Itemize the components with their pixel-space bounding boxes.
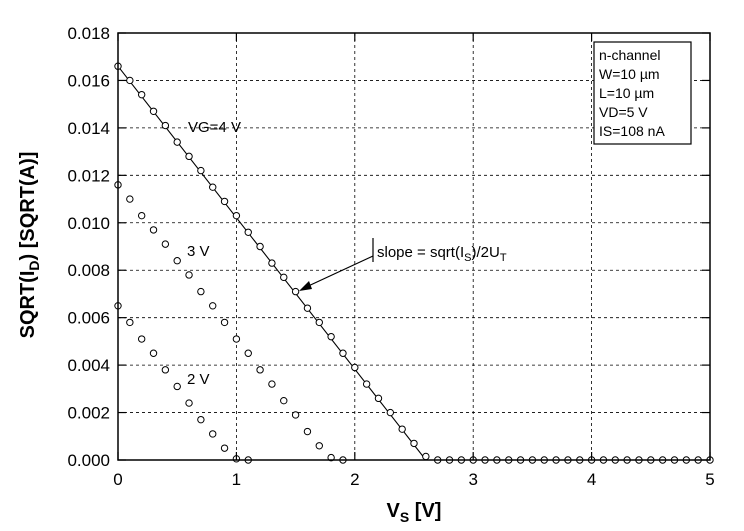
annotation-vg4: VG=4 V: [188, 119, 241, 136]
legend-line: W=10 µm: [599, 66, 660, 82]
data-point: [351, 363, 359, 372]
data-point: [137, 335, 146, 343]
data-point: [268, 259, 276, 267]
data-point: [197, 287, 205, 296]
data-point: [244, 228, 252, 236]
data-point: [209, 302, 217, 310]
grid: [118, 33, 710, 460]
data-point: [220, 197, 229, 206]
x-tick-label: 5: [705, 470, 714, 489]
data-point: [315, 442, 323, 450]
data-point: [386, 408, 395, 417]
data-point: [197, 415, 205, 424]
data-point: [244, 349, 252, 357]
data-point: [232, 335, 241, 343]
x-axis-title: VS [V]: [387, 500, 442, 525]
annotation-slope: slope = sqrt(IS)/2UT: [377, 244, 507, 264]
legend-line: VD=5 V: [599, 104, 648, 120]
y-tick-label: 0.018: [67, 24, 110, 43]
data-point: [398, 425, 406, 433]
legend-line: IS=108 nA: [599, 123, 665, 139]
y-tick-label: 0.004: [67, 356, 110, 375]
data-point: [303, 304, 312, 312]
data-point: [291, 287, 300, 296]
data-point: [137, 211, 146, 220]
data-point: [327, 332, 335, 341]
x-tick-label: 4: [587, 470, 596, 489]
x-tick-label: 0: [113, 470, 122, 489]
data-point: [362, 380, 371, 388]
data-point: [149, 107, 158, 115]
data-point: [161, 240, 170, 248]
data-point: [303, 427, 312, 436]
data-point: [173, 138, 181, 146]
y-tick-label: 0.008: [67, 261, 110, 280]
data-point: [220, 318, 229, 327]
data-point: [185, 271, 193, 279]
data-point: [173, 257, 181, 265]
data-point: [173, 382, 181, 391]
data-point: [422, 452, 430, 461]
data-point: [197, 166, 205, 175]
tick-labels: 0 1 2 3 4 5 0.000 0.002 0.004 0.006 0.008 0.010 0.01…: [67, 24, 714, 489]
x-tick-label: 2: [350, 470, 359, 489]
data-point: [291, 411, 300, 419]
data-point: [185, 399, 193, 407]
slope-arrow-head: [299, 281, 312, 291]
data-point: [220, 444, 229, 452]
y-tick-label: 0.012: [67, 166, 110, 185]
data-point: [232, 211, 241, 220]
slope-arrow-shaft: [303, 255, 374, 289]
y-tick-label: 0.016: [67, 71, 110, 90]
data-point: [149, 349, 158, 357]
data-point: [137, 90, 146, 99]
data-point: [374, 394, 383, 403]
annotation-vg2: 2 V: [187, 371, 210, 388]
y-tick-label: 0.002: [67, 404, 110, 423]
data-point: [256, 366, 264, 374]
data-point: [126, 195, 134, 203]
annotation-vg3: 3 V: [187, 243, 210, 260]
data-point: [185, 152, 193, 161]
data-point: [315, 318, 323, 327]
data-point: [339, 349, 347, 357]
data-point: [126, 76, 134, 85]
plot-frame: [117, 32, 711, 461]
data-point: [209, 430, 217, 438]
y-tick-label: 0.014: [67, 119, 110, 138]
data-point: [280, 396, 288, 405]
data-point: [161, 366, 170, 374]
ticks: [117, 32, 711, 461]
y-tick-label: 0.006: [67, 309, 110, 328]
x-tick-label: 3: [468, 470, 477, 489]
data-point: [280, 273, 288, 282]
y-tick-label: 0.010: [67, 214, 110, 233]
y-axis-title: SQRT(ID) [SQRT(A)]: [17, 152, 42, 339]
legend-line: n-channel: [599, 47, 661, 63]
data-point: [327, 453, 335, 462]
data-point: [149, 226, 158, 234]
y-tick-label: 0.000: [67, 451, 110, 470]
data-point: [256, 242, 264, 251]
data-point: [126, 318, 134, 327]
legend-line: L=10 µm: [599, 85, 654, 101]
data-point: [410, 439, 418, 448]
legend-frame: [593, 41, 692, 145]
legend-box: n-channel W=10 µm L=10 µm VD=5 V IS=108 …: [593, 41, 692, 145]
x-tick-label: 1: [232, 470, 241, 489]
data-point: [268, 380, 276, 388]
data-point: [161, 121, 170, 130]
data-point: [209, 183, 217, 191]
